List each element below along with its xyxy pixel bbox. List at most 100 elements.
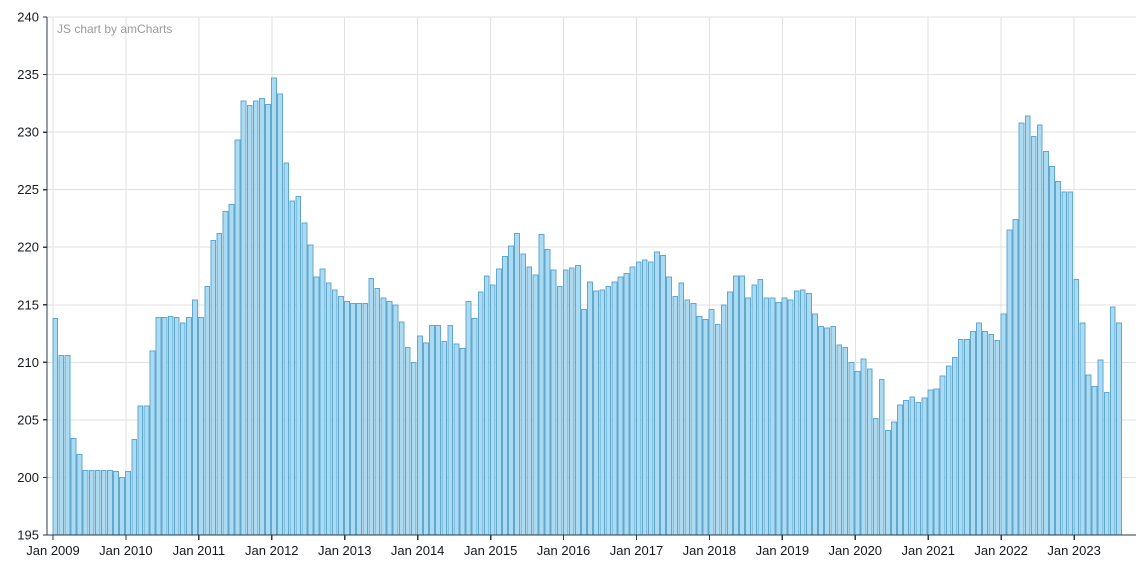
bar[interactable] xyxy=(921,397,928,536)
bar[interactable] xyxy=(155,316,162,536)
bar[interactable] xyxy=(149,350,156,536)
bar[interactable] xyxy=(76,453,83,536)
bar[interactable] xyxy=(453,343,460,536)
bar[interactable] xyxy=(113,471,119,536)
bar[interactable] xyxy=(502,255,508,536)
bar[interactable] xyxy=(319,268,326,536)
bar[interactable] xyxy=(64,354,71,536)
bar[interactable] xyxy=(690,303,697,536)
bar[interactable] xyxy=(641,259,648,536)
bar[interactable] xyxy=(891,421,897,536)
bar[interactable] xyxy=(222,211,229,536)
bar[interactable] xyxy=(1000,313,1007,536)
bar[interactable] xyxy=(429,325,435,536)
bar[interactable] xyxy=(398,321,405,536)
bar[interactable] xyxy=(404,346,411,536)
bar[interactable] xyxy=(1006,229,1013,536)
bar[interactable] xyxy=(562,269,569,536)
bar[interactable] xyxy=(617,276,624,536)
bar[interactable] xyxy=(623,273,630,536)
bar[interactable] xyxy=(708,308,715,536)
bar[interactable] xyxy=(1079,322,1086,536)
bar[interactable] xyxy=(295,196,302,536)
bar[interactable] xyxy=(301,222,308,536)
bar[interactable] xyxy=(489,284,496,536)
bar[interactable] xyxy=(726,291,733,536)
bar[interactable] xyxy=(866,368,873,536)
bar[interactable] xyxy=(441,341,448,536)
bar[interactable] xyxy=(1085,374,1092,536)
bar[interactable] xyxy=(1043,151,1049,536)
bar[interactable] xyxy=(1067,191,1074,536)
bar[interactable] xyxy=(575,265,581,536)
bar[interactable] xyxy=(234,139,241,536)
bar[interactable] xyxy=(265,103,271,536)
bar[interactable] xyxy=(544,249,551,536)
bar[interactable] xyxy=(654,251,660,536)
bar[interactable] xyxy=(629,266,636,536)
bar[interactable] xyxy=(751,284,758,536)
bar[interactable] xyxy=(799,289,806,536)
bar[interactable] xyxy=(720,304,727,536)
bar[interactable] xyxy=(277,93,283,536)
bar[interactable] xyxy=(1097,359,1104,536)
bar[interactable] xyxy=(897,404,903,536)
bar[interactable] xyxy=(204,285,211,536)
bar[interactable] xyxy=(884,429,891,536)
bar[interactable] xyxy=(1055,181,1061,536)
bar[interactable] xyxy=(702,319,709,536)
bar[interactable] xyxy=(331,289,338,536)
bar[interactable] xyxy=(258,98,265,536)
bar[interactable] xyxy=(793,290,800,536)
bar[interactable] xyxy=(416,335,423,536)
bar[interactable] xyxy=(824,327,831,536)
bar[interactable] xyxy=(240,100,247,536)
bar[interactable] xyxy=(696,315,703,536)
bar[interactable] xyxy=(58,354,65,536)
bar[interactable] xyxy=(289,200,296,536)
bar[interactable] xyxy=(1103,391,1110,536)
bar[interactable] xyxy=(283,162,290,536)
bar[interactable] xyxy=(167,315,174,536)
bar[interactable] xyxy=(228,204,235,536)
bar[interactable] xyxy=(471,318,478,536)
bar[interactable] xyxy=(1018,122,1025,536)
bar[interactable] xyxy=(137,405,144,536)
bar[interactable] xyxy=(307,244,314,536)
bar[interactable] xyxy=(994,339,1001,536)
bar[interactable] xyxy=(678,282,685,536)
bar[interactable] xyxy=(988,334,995,536)
bar[interactable] xyxy=(1115,322,1122,536)
bar[interactable] xyxy=(1012,219,1019,536)
bar[interactable] xyxy=(532,274,539,536)
bar[interactable] xyxy=(173,316,180,536)
bar[interactable] xyxy=(587,281,593,536)
bar[interactable] xyxy=(872,418,879,536)
bar[interactable] xyxy=(647,261,654,536)
bar[interactable] xyxy=(805,292,812,536)
bar[interactable] xyxy=(927,389,934,536)
bar[interactable] xyxy=(350,303,356,536)
bar[interactable] xyxy=(374,288,381,536)
bar[interactable] xyxy=(714,323,721,536)
bar[interactable] xyxy=(131,438,138,536)
bar[interactable] xyxy=(465,300,472,536)
bar[interactable] xyxy=(362,303,369,536)
bar[interactable] xyxy=(581,308,587,536)
bar[interactable] xyxy=(848,361,855,536)
bar[interactable] xyxy=(1061,191,1068,536)
bar[interactable] xyxy=(538,234,545,536)
bar[interactable] xyxy=(660,254,666,536)
bar[interactable] xyxy=(836,344,843,536)
bar[interactable] xyxy=(380,297,387,536)
bar[interactable] xyxy=(556,285,563,536)
bar[interactable] xyxy=(94,470,101,536)
bar[interactable] xyxy=(781,297,788,536)
bar[interactable] xyxy=(957,338,964,536)
bar[interactable] xyxy=(495,268,502,536)
bar[interactable] xyxy=(568,267,575,536)
bar[interactable] xyxy=(125,471,132,536)
bar[interactable] xyxy=(483,275,490,536)
bar[interactable] xyxy=(933,388,940,536)
bar[interactable] xyxy=(739,275,745,536)
